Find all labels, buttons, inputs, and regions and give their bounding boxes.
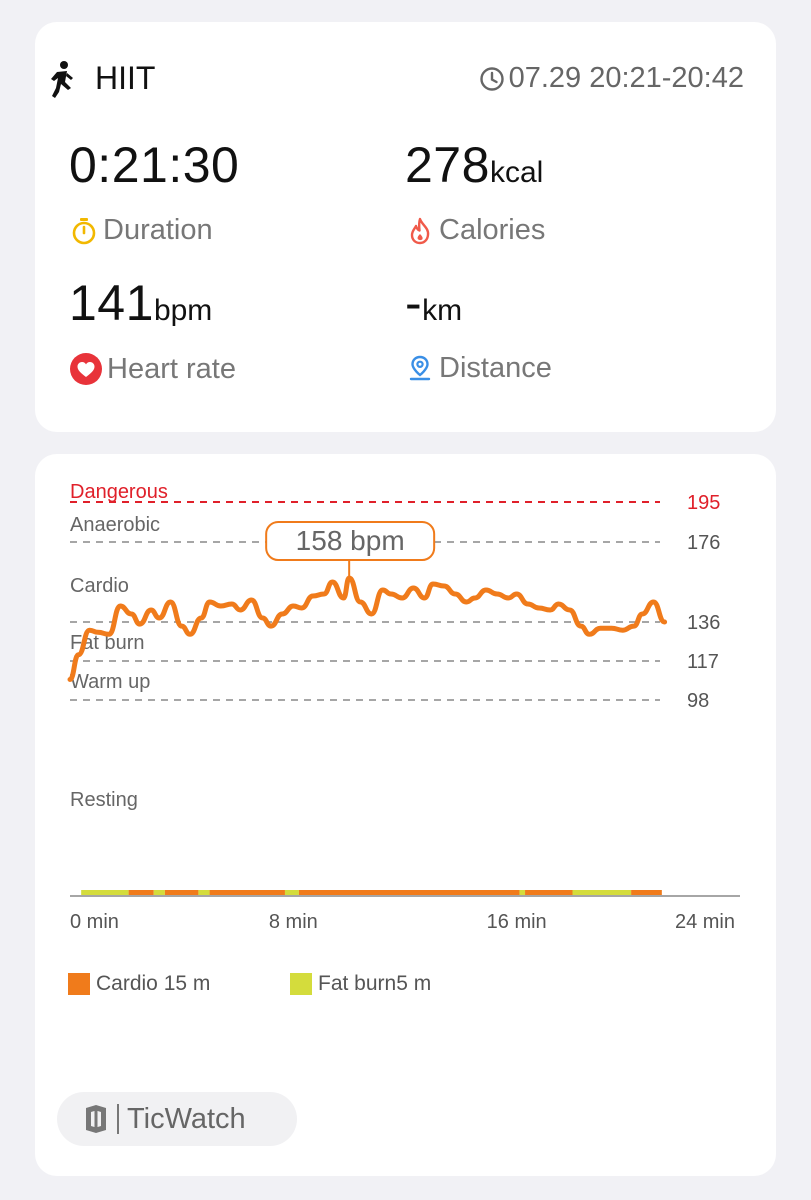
workout-time-range: 07.29 20:21-20:42 <box>479 62 744 95</box>
heart-rate-label: Heart rate <box>69 352 236 386</box>
heart-rate-unit: bpm <box>153 294 213 327</box>
x-tick-label: 24 min <box>675 911 735 933</box>
zone-bar-segment <box>209 890 285 895</box>
x-tick-label: 0 min <box>70 911 119 933</box>
legend-cardio-swatch <box>68 973 90 995</box>
heart-rate-label-text: Heart rate <box>107 352 236 385</box>
duration-label-text: Duration <box>103 214 213 246</box>
zone-name-dangerous: Dangerous <box>70 481 168 503</box>
peak-callout-box <box>265 521 436 561</box>
peak-callout-label: 158 bpm <box>296 525 405 556</box>
zone-bar-segment <box>631 890 662 895</box>
zone-bar-segment <box>164 890 199 895</box>
zone-threshold-fat-burn: 117 <box>687 651 719 673</box>
zone-threshold-dangerous: 195 <box>687 492 720 514</box>
x-tick-label: 8 min <box>269 911 318 933</box>
heart-rate-chart: 195 Dangerous 176 Anaerobic 136 Cardio 117 Fat … <box>67 481 740 933</box>
zone-name-warm-up: Warm up <box>70 671 150 693</box>
zone-name-fat-burn: Fat burn <box>70 632 144 654</box>
time-range-text: 07.29 20:21-20:42 <box>508 62 744 94</box>
legend-cardio-label: Cardio 15 m <box>96 972 211 995</box>
zone-bar-segment <box>572 890 632 895</box>
zone-threshold-cardio: 136 <box>687 612 720 634</box>
metric-calories: 278kcal Calories <box>405 136 545 246</box>
heart-rate-line <box>67 575 668 682</box>
zone-bar-segment <box>128 890 154 895</box>
clock-icon <box>479 66 504 91</box>
location-pin-icon <box>409 355 431 380</box>
legend-fat-burn-label: Fat burn5 m <box>318 972 432 995</box>
metric-distance: -km Distance <box>405 274 552 384</box>
zone-bar-segment <box>298 890 520 895</box>
calories-unit: kcal <box>489 156 544 189</box>
brand-badge[interactable]: TicWatch <box>57 1092 297 1146</box>
distance-value: - <box>405 275 423 331</box>
flame-icon <box>410 217 430 244</box>
calories-label-text: Calories <box>439 214 546 246</box>
metric-duration: 0:21:30 Duration <box>69 136 240 246</box>
calories-value: 278 <box>405 137 490 193</box>
zone-bar-segment <box>198 890 210 895</box>
heart-rate-chart-card: 195 Dangerous 176 Anaerobic 136 Cardio 117 Fat … <box>35 454 776 1176</box>
heart-icon <box>70 353 102 385</box>
duration-label: Duration <box>69 214 213 247</box>
distance-unit: km <box>422 294 463 327</box>
legend-fat-burn: Fat burn5 m <box>290 972 431 996</box>
duration-value: 0:21:30 <box>69 137 240 193</box>
workout-type: HIIT <box>95 60 156 96</box>
zone-bar-segment <box>81 890 129 895</box>
x-tick-label: 16 min <box>487 911 547 933</box>
legend-fat-burn-swatch <box>290 973 312 995</box>
calories-label: Calories <box>405 214 545 247</box>
zone-name-resting: Resting <box>70 789 138 811</box>
brand-separator <box>117 1104 119 1134</box>
zone-bar-segment <box>153 890 165 895</box>
zone-bar-segment <box>284 890 299 895</box>
zone-bar-segment <box>525 890 573 895</box>
ticwatch-logo-icon <box>86 1105 106 1133</box>
zone-threshold-anaerobic: 176 <box>687 532 720 554</box>
running-person-icon <box>51 61 73 98</box>
brand-name: TicWatch <box>127 1102 246 1135</box>
zone-name-cardio: Cardio <box>70 575 129 597</box>
zone-threshold-warm-up: 98 <box>687 690 709 712</box>
legend-cardio: Cardio 15 m <box>68 972 210 996</box>
metric-heart-rate: 141bpm Heart rate <box>69 274 236 385</box>
zone-name-anaerobic: Anaerobic <box>70 514 160 536</box>
stopwatch-icon <box>72 217 96 244</box>
distance-label: Distance <box>405 352 552 385</box>
heart-rate-value: 141 <box>69 275 154 331</box>
distance-label-text: Distance <box>439 352 552 384</box>
zone-bar-segment <box>519 890 526 895</box>
workout-summary-card: HIIT 07.29 20:21-20:42 0:21:30 Duration … <box>35 22 776 432</box>
